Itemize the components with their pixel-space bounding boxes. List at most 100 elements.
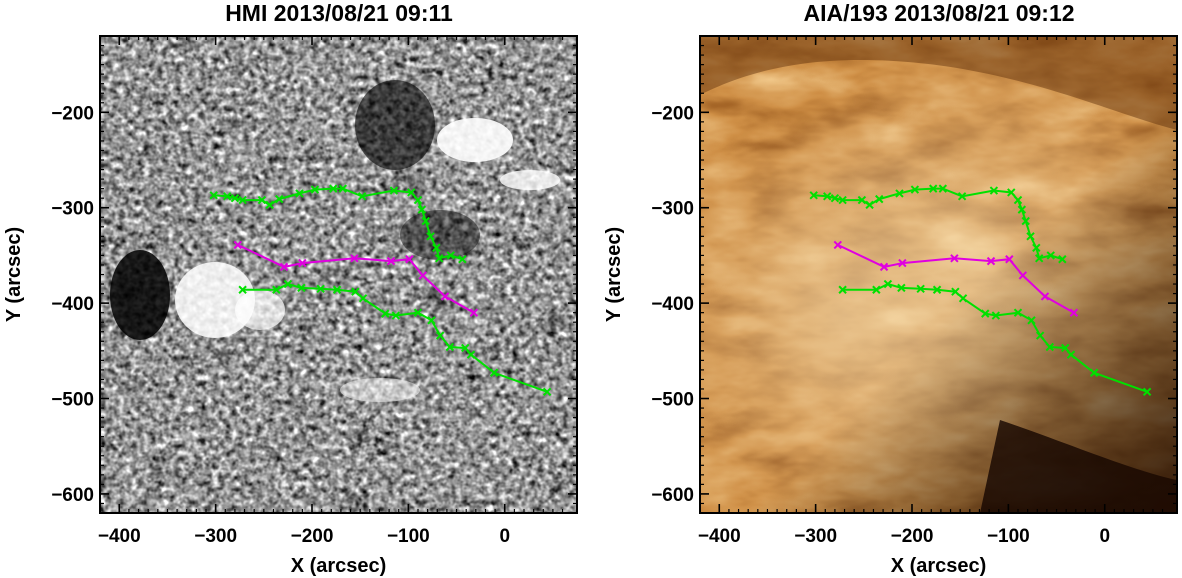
series-line bbox=[813, 187, 1063, 261]
data-point bbox=[275, 194, 284, 204]
data-point bbox=[809, 191, 818, 200]
data-point bbox=[981, 309, 990, 318]
data-point bbox=[297, 283, 306, 293]
y-axis-label: Y (arcsec) bbox=[3, 227, 25, 322]
data-point bbox=[1035, 331, 1045, 340]
y-tick-label: −200 bbox=[651, 103, 694, 124]
data-point bbox=[1066, 350, 1076, 359]
data-point bbox=[1021, 216, 1030, 226]
data-point bbox=[489, 368, 499, 377]
data-point bbox=[405, 255, 414, 264]
data-point bbox=[351, 287, 360, 296]
data-point bbox=[1061, 343, 1070, 353]
data-point bbox=[1007, 188, 1016, 197]
data-point bbox=[898, 258, 907, 268]
x-tick-label: −400 bbox=[98, 526, 141, 547]
data-point bbox=[1027, 316, 1036, 325]
data-point bbox=[865, 200, 874, 210]
data-point bbox=[298, 258, 307, 268]
data-point bbox=[209, 191, 218, 200]
data-point bbox=[461, 343, 470, 353]
hmi-title: HMI 2013/08/21 09:11 bbox=[225, 0, 453, 26]
data-point bbox=[445, 342, 455, 352]
data-point bbox=[895, 189, 904, 198]
y-tick-label: −400 bbox=[51, 294, 94, 315]
data-point bbox=[358, 294, 368, 303]
data-point bbox=[897, 283, 906, 293]
data-point bbox=[833, 240, 843, 250]
x-tick-label: −100 bbox=[387, 526, 430, 547]
data-point bbox=[872, 285, 881, 294]
data-point bbox=[413, 308, 423, 317]
series-2 bbox=[238, 279, 552, 397]
aia-euv-image bbox=[700, 36, 1177, 513]
y-tick-label: −300 bbox=[51, 199, 94, 220]
data-point bbox=[222, 192, 232, 201]
data-point bbox=[938, 184, 948, 193]
data-point bbox=[417, 205, 427, 214]
data-point bbox=[1089, 368, 1099, 377]
data-point bbox=[1032, 243, 1041, 252]
data-point bbox=[338, 184, 348, 193]
y-axis-label: Y (arcsec) bbox=[603, 227, 625, 322]
data-point bbox=[916, 284, 925, 294]
data-point bbox=[466, 350, 476, 359]
series-2 bbox=[838, 279, 1152, 397]
data-point bbox=[332, 285, 342, 294]
data-point bbox=[1017, 205, 1027, 214]
data-point bbox=[822, 192, 832, 201]
series-line bbox=[213, 187, 463, 261]
x-tick-label: −200 bbox=[891, 526, 934, 547]
y-tick-label: −500 bbox=[51, 390, 94, 411]
data-point bbox=[857, 195, 867, 205]
data-point bbox=[932, 285, 942, 294]
data-point bbox=[440, 292, 450, 301]
data-point bbox=[986, 256, 996, 266]
data-point bbox=[350, 254, 359, 263]
x-tick-label: 0 bbox=[499, 526, 510, 547]
data-point bbox=[1026, 232, 1035, 241]
x-tick-label: 0 bbox=[1099, 526, 1110, 547]
data-point bbox=[1005, 255, 1014, 264]
aia-title: AIA/193 2013/08/21 09:12 bbox=[803, 0, 1074, 26]
x-axis-label: X (arcsec) bbox=[891, 555, 987, 577]
data-point bbox=[407, 188, 416, 197]
data-point bbox=[951, 287, 960, 296]
data-point bbox=[883, 279, 893, 289]
data-point bbox=[310, 185, 320, 194]
series-1 bbox=[233, 240, 479, 317]
hmi-magnetogram-image bbox=[100, 36, 577, 513]
data-point bbox=[1058, 255, 1067, 264]
series-1 bbox=[833, 240, 1079, 317]
data-point bbox=[230, 193, 240, 203]
data-point bbox=[391, 311, 401, 320]
data-point bbox=[469, 308, 479, 317]
data-point bbox=[421, 216, 430, 226]
data-point bbox=[957, 192, 967, 201]
hmi-panel: HMI 2013/08/21 09:11 −400 −300 −200 −100 0 −2… bbox=[3, 0, 578, 577]
data-point bbox=[928, 184, 938, 193]
aia-panel: AIA/193 2013/08/21 09:12 −400 −300 −200 −10… bbox=[603, 0, 1178, 577]
x-tick-label: −200 bbox=[291, 526, 334, 547]
data-point bbox=[1040, 292, 1050, 301]
data-point bbox=[357, 192, 367, 201]
data-point bbox=[458, 255, 467, 264]
data-point bbox=[316, 284, 325, 294]
x-tick-label: −300 bbox=[794, 526, 837, 547]
data-point bbox=[1034, 254, 1044, 263]
data-point bbox=[875, 194, 884, 204]
data-point bbox=[838, 195, 847, 205]
x-tick-label: −100 bbox=[987, 526, 1030, 547]
data-point bbox=[1013, 195, 1023, 205]
data-point bbox=[958, 294, 968, 303]
data-point bbox=[279, 262, 289, 272]
data-point bbox=[1045, 342, 1055, 352]
data-point bbox=[427, 316, 436, 325]
y-tick-label: −600 bbox=[51, 485, 94, 506]
data-point bbox=[233, 240, 243, 250]
data-point bbox=[381, 309, 390, 318]
data-point bbox=[446, 251, 455, 260]
data-point bbox=[1018, 271, 1028, 280]
data-point bbox=[1013, 308, 1023, 317]
x-tick-label: −300 bbox=[194, 526, 237, 547]
